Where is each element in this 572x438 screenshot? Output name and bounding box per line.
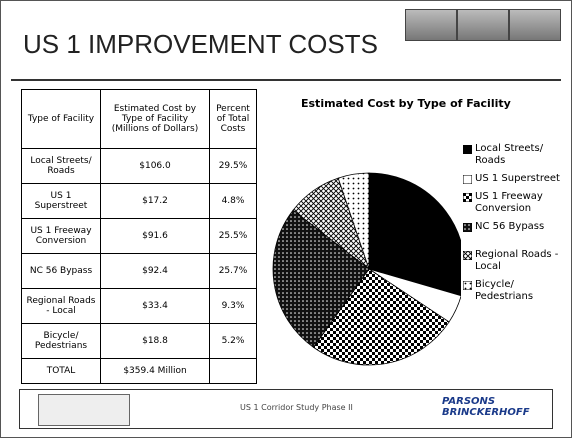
table-cell: Bicycle/ Pedestrians <box>22 324 101 359</box>
total-label: TOTAL <box>22 359 101 384</box>
legend-label: Regional Roads - Local <box>475 249 568 273</box>
header-cell: Type of Facility <box>22 90 101 149</box>
table-cell: Regional Roads - Local <box>22 289 101 324</box>
swatch-fill <box>463 175 472 184</box>
table-cell: NC 56 Bypass <box>22 254 101 289</box>
legend-item: US 1 Superstreet <box>463 173 568 185</box>
legend-swatch <box>463 281 472 290</box>
legend-swatch <box>463 175 472 184</box>
legend-label: Bicycle/ Pedestrians <box>475 279 568 303</box>
total-value: $359.4 Million <box>101 359 210 384</box>
table-cell: US 1 Freeway Conversion <box>22 219 101 254</box>
empty-cell <box>210 359 257 384</box>
map-thumbnail <box>38 394 130 426</box>
legend-label: NC 56 Bypass <box>475 221 544 233</box>
header-cell: Estimated Cost by Type of Facility (Mill… <box>101 90 210 149</box>
cost-table: Type of Facility Estimated Cost by Type … <box>21 89 257 384</box>
logo: PARSONS BRINCKERHOFF <box>442 396 522 418</box>
swatch-fill <box>463 281 472 290</box>
legend: Local Streets/ Roads US 1 Superstreet US 1… <box>463 143 568 309</box>
legend-swatch <box>463 251 472 260</box>
table-cell: 5.2% <box>210 324 257 359</box>
swatch-fill <box>463 145 472 154</box>
table-cell: 4.8% <box>210 184 257 219</box>
swatch-fill <box>463 223 472 232</box>
table-cell: 25.7% <box>210 254 257 289</box>
pie-chart <box>261 91 461 381</box>
table-cell: 25.5% <box>210 219 257 254</box>
header-cell: Percent of Total Costs <box>210 90 257 149</box>
footer: US 1 Corridor Study Phase II PARSONS BRI… <box>19 389 553 429</box>
swatch-fill <box>463 251 472 260</box>
photo <box>405 9 457 41</box>
legend-item: US 1 Freeway Conversion <box>463 191 568 215</box>
swatch-fill <box>463 193 472 202</box>
legend-swatch <box>463 223 472 232</box>
divider <box>11 79 561 81</box>
legend-label: US 1 Superstreet <box>475 173 560 185</box>
table-cell: 9.3% <box>210 289 257 324</box>
slide-title: US 1 IMPROVEMENT COSTS <box>23 29 378 60</box>
table-cell: $92.4 <box>101 254 210 289</box>
legend-label: US 1 Freeway Conversion <box>475 191 568 215</box>
legend-item: Bicycle/ Pedestrians <box>463 279 568 303</box>
table-cell: 29.5% <box>210 149 257 184</box>
table-cell: $106.0 <box>101 149 210 184</box>
table-cell: $33.4 <box>101 289 210 324</box>
legend-swatch <box>463 145 472 154</box>
legend-swatch <box>463 193 472 202</box>
legend-label: Local Streets/ Roads <box>475 143 568 167</box>
legend-item: Local Streets/ Roads <box>463 143 568 167</box>
legend-item: NC 56 Bypass <box>463 221 568 233</box>
slide: US 1 IMPROVEMENT COSTS Type of Facility … <box>0 0 572 438</box>
table-cell: Local Streets/ Roads <box>22 149 101 184</box>
photo <box>509 9 561 41</box>
table-cell: $18.8 <box>101 324 210 359</box>
table-cell: $17.2 <box>101 184 210 219</box>
photo <box>457 9 509 41</box>
legend-item: Regional Roads - Local <box>463 249 568 273</box>
table-cell: US 1 Superstreet <box>22 184 101 219</box>
table-cell: $91.6 <box>101 219 210 254</box>
study-name: US 1 Corridor Study Phase II <box>240 403 353 412</box>
